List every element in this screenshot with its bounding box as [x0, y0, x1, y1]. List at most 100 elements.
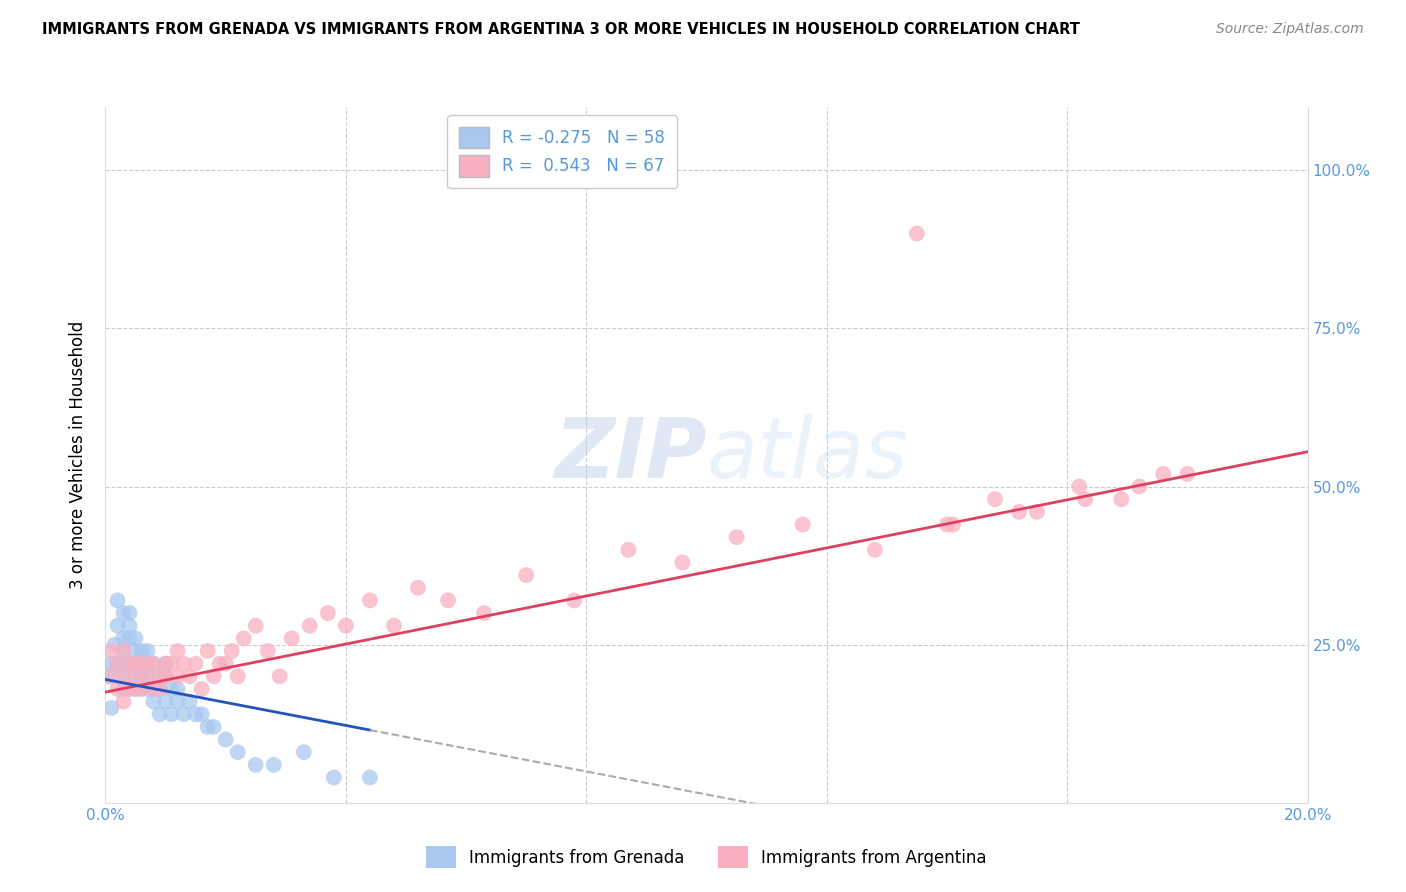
Text: Source: ZipAtlas.com: Source: ZipAtlas.com — [1216, 22, 1364, 37]
Point — [179, 669, 201, 683]
Point — [173, 707, 195, 722]
Point — [112, 606, 135, 620]
Point — [100, 657, 122, 671]
Point — [382, 618, 405, 632]
Point — [1152, 467, 1174, 481]
Point — [1008, 505, 1031, 519]
Point — [112, 669, 135, 683]
Point — [197, 644, 219, 658]
Point — [226, 745, 249, 759]
Point — [166, 644, 188, 658]
Point — [131, 657, 153, 671]
Point — [124, 669, 146, 683]
Point — [263, 757, 285, 772]
Legend: Immigrants from Grenada, Immigrants from Argentina: Immigrants from Grenada, Immigrants from… — [419, 839, 994, 874]
Point — [136, 669, 159, 683]
Point — [190, 707, 212, 722]
Point — [221, 644, 243, 658]
Point — [142, 681, 165, 696]
Point — [942, 517, 965, 532]
Point — [562, 593, 585, 607]
Point — [214, 657, 236, 671]
Point — [184, 657, 207, 671]
Point — [136, 669, 159, 683]
Point — [725, 530, 748, 544]
Point — [118, 632, 141, 646]
Point — [232, 632, 254, 646]
Point — [124, 657, 146, 671]
Point — [155, 669, 177, 683]
Point — [136, 657, 159, 671]
Point — [281, 632, 304, 646]
Point — [863, 542, 886, 557]
Point — [256, 644, 278, 658]
Point — [112, 644, 135, 658]
Point — [142, 695, 165, 709]
Y-axis label: 3 or more Vehicles in Household: 3 or more Vehicles in Household — [69, 321, 87, 589]
Point — [148, 707, 170, 722]
Point — [136, 681, 159, 696]
Point — [124, 632, 146, 646]
Text: ZIP: ZIP — [554, 415, 707, 495]
Point — [1128, 479, 1150, 493]
Point — [316, 606, 339, 620]
Point — [124, 657, 146, 671]
Point — [792, 517, 814, 532]
Point — [406, 581, 429, 595]
Point — [160, 657, 183, 671]
Point — [97, 669, 120, 683]
Point — [124, 669, 146, 683]
Point — [155, 695, 177, 709]
Point — [148, 681, 170, 696]
Point — [118, 606, 141, 620]
Point — [905, 227, 928, 241]
Point — [136, 644, 159, 658]
Point — [202, 720, 225, 734]
Point — [173, 657, 195, 671]
Point — [124, 657, 146, 671]
Point — [617, 542, 640, 557]
Point — [155, 657, 177, 671]
Point — [245, 757, 267, 772]
Point — [142, 681, 165, 696]
Point — [214, 732, 236, 747]
Point — [107, 681, 129, 696]
Point — [107, 593, 129, 607]
Point — [100, 669, 122, 683]
Point — [155, 669, 177, 683]
Point — [131, 669, 153, 683]
Point — [984, 492, 1007, 507]
Point — [112, 681, 135, 696]
Point — [118, 681, 141, 696]
Point — [515, 568, 537, 582]
Point — [166, 681, 188, 696]
Point — [112, 695, 135, 709]
Point — [359, 771, 381, 785]
Point — [671, 556, 693, 570]
Point — [136, 657, 159, 671]
Point — [936, 517, 959, 532]
Point — [160, 681, 183, 696]
Point — [197, 720, 219, 734]
Point — [160, 707, 183, 722]
Point — [100, 644, 122, 658]
Point — [124, 681, 146, 696]
Point — [359, 593, 381, 607]
Point — [1109, 492, 1132, 507]
Point — [1074, 492, 1097, 507]
Point — [184, 707, 207, 722]
Point — [107, 618, 129, 632]
Point — [292, 745, 315, 759]
Point — [1026, 505, 1049, 519]
Point — [179, 695, 201, 709]
Point — [107, 657, 129, 671]
Point — [131, 657, 153, 671]
Point — [112, 632, 135, 646]
Point — [118, 657, 141, 671]
Point — [148, 669, 170, 683]
Point — [1069, 479, 1091, 493]
Point — [1175, 467, 1198, 481]
Point — [103, 638, 125, 652]
Point — [437, 593, 460, 607]
Point — [226, 669, 249, 683]
